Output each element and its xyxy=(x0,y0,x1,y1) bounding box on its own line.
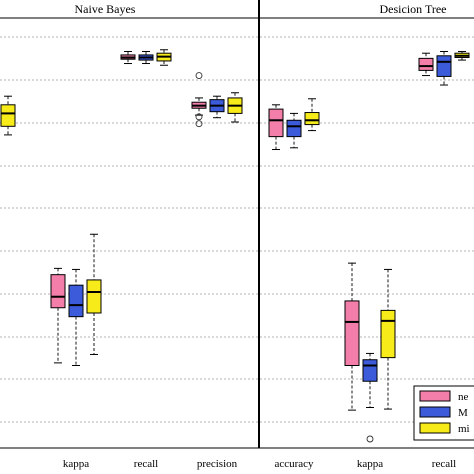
outlier-p0-precision-s0-1 xyxy=(195,120,203,128)
box-p1-kappa-s2 xyxy=(380,268,396,410)
box-p1-kappa-s0 xyxy=(344,262,360,411)
legend-label-0: ne xyxy=(458,391,469,403)
box-body-p1-kappa-s2 xyxy=(380,309,396,359)
legend-label-2: mi xyxy=(458,423,470,435)
box-p0-recall-s1 xyxy=(138,50,154,65)
box-p0-kappa-s0 xyxy=(50,267,66,364)
legend-swatch-0 xyxy=(419,390,451,402)
tick-label-0-2: recall xyxy=(134,458,158,470)
panel-frames xyxy=(0,0,474,449)
tick-label-0-1: kappa xyxy=(63,458,89,470)
box-body-p1-kappa-s1 xyxy=(362,359,378,382)
tick-label-0-3: precision xyxy=(197,458,238,470)
box-body-p1-kappa-s0 xyxy=(344,300,360,366)
box-p1-accuracy-s2 xyxy=(304,98,320,132)
box-p1-accuracy-s1 xyxy=(286,112,302,149)
box-body-p0-accuracy-s2 xyxy=(0,104,16,127)
box-body-p1-recall-s1 xyxy=(436,55,452,77)
box-body-p0-kappa-s0 xyxy=(50,274,66,309)
box-p1-recall-s0 xyxy=(418,52,434,77)
box-body-p0-kappa-s1 xyxy=(68,284,84,318)
box-body-p1-accuracy-s2 xyxy=(304,112,320,126)
tick-label-1-0: accuracy xyxy=(274,458,314,470)
outlier-p0-precision-s0-2 xyxy=(195,113,203,121)
box-p1-accuracy-s0 xyxy=(268,104,284,151)
box-body-p1-accuracy-s0 xyxy=(268,108,284,138)
box-body-p0-kappa-s2 xyxy=(86,279,102,314)
box-body-p1-accuracy-s1 xyxy=(286,119,302,138)
box-p0-precision-s0 xyxy=(191,72,207,128)
box-p0-recall-s2 xyxy=(156,49,172,66)
legend: ne Mmi xyxy=(413,385,474,441)
box-p0-kappa-s1 xyxy=(68,268,84,366)
panel-title-decision-tree: Desicion Tree xyxy=(380,2,447,16)
box-p0-accuracy-s2 xyxy=(0,95,16,136)
grid-lines xyxy=(0,36,474,423)
boxes xyxy=(0,49,470,443)
box-p1-recall-s2 xyxy=(454,50,470,61)
outlier-p0-precision-s0-0 xyxy=(195,72,203,80)
box-p0-recall-s0 xyxy=(120,50,136,65)
tick-label-1-2: recall xyxy=(432,458,456,470)
box-p0-precision-s2 xyxy=(227,92,243,123)
outlier-p1-kappa-s1-0 xyxy=(366,435,374,443)
box-p1-kappa-s1 xyxy=(362,352,378,443)
box-p0-kappa-s2 xyxy=(86,233,102,355)
box-p1-recall-s1 xyxy=(436,50,452,86)
legend-label-1: M xyxy=(458,407,468,419)
legend-swatch-1 xyxy=(419,406,451,418)
box-p0-precision-s1 xyxy=(209,95,225,119)
panel-title-naive-bayes: Naive Bayes xyxy=(75,2,136,16)
labels: Naive Bayes Desicion Tree acykapparecall… xyxy=(63,2,456,470)
box-body-p1-recall-s0 xyxy=(418,57,434,71)
tick-label-1-1: kappa xyxy=(357,458,383,470)
legend-swatch-2 xyxy=(419,422,451,434)
